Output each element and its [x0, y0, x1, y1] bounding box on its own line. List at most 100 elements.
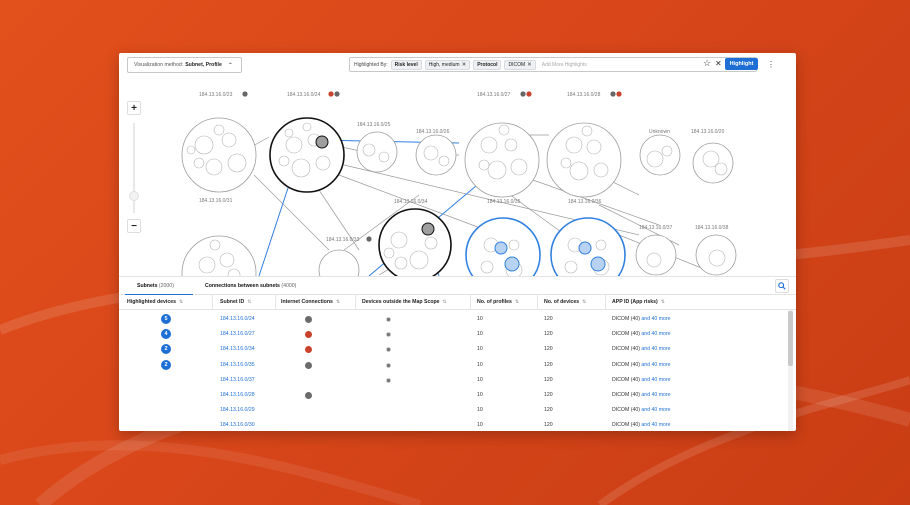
subnet-id-link[interactable]: 184.13.16.0/35 — [220, 361, 255, 368]
zoom-out-button[interactable]: − — [127, 219, 141, 233]
app-id-cell: DICOM (40) and 40 more — [612, 422, 671, 429]
subnet-node — [546, 122, 622, 198]
tab-subnets[interactable]: Subnets (2000) — [137, 283, 174, 289]
table-row[interactable]: 2 184.13.16.0/35 10 120 DICOM (40) and 40 mo… — [119, 358, 789, 373]
column-divider — [605, 295, 606, 310]
zoom-slider-handle[interactable] — [129, 191, 139, 201]
highlighted-count-badge: 2 — [161, 359, 171, 370]
profiles-count: 10 — [477, 331, 483, 338]
subnet-id-link[interactable]: 184.13.16.0/37 — [220, 376, 255, 383]
app-id-cell: DICOM (40) and 40 more — [612, 392, 671, 398]
table-row[interactable]: 5 184.13.16.0/24 10 120 DICOM (40) and 40 mo… — [119, 312, 789, 327]
column-divider — [470, 295, 471, 310]
bottom-tabs: Subnets (2000) Connections between subne… — [119, 276, 796, 296]
svg-text:184.13.16.0/24: 184.13.16.0/24 — [287, 92, 321, 98]
add-highlights-input[interactable]: Add More Highlights — [541, 61, 587, 68]
scrollbar-thumb[interactable] — [788, 311, 793, 366]
table-row[interactable]: 184.13.16.0/29 10 120 DICOM (40) and 40 mor… — [119, 403, 789, 418]
tab-connections[interactable]: Connections between subnets (4000) — [205, 283, 297, 289]
highlighted-count-badge: 2 — [161, 344, 171, 355]
more-apps-link[interactable]: and 40 more — [641, 392, 671, 398]
chip-high-medium[interactable]: High, medium ✕ — [424, 59, 471, 70]
profiles-count: 10 — [477, 346, 483, 353]
chip-remove-icon[interactable]: ✕ — [527, 61, 532, 68]
highlighted-count-badge: 4 — [161, 329, 171, 340]
chip-protocol[interactable]: Protocol — [473, 59, 502, 70]
star-icon[interactable]: ☆ — [703, 58, 712, 68]
more-apps-link[interactable]: and 40 more — [641, 422, 671, 429]
app-id-cell: DICOM (40) and 40 more — [612, 316, 671, 322]
outside-scope-icon — [385, 316, 392, 323]
header-app-id[interactable]: APP ID (App risks) ⇅ — [612, 299, 666, 305]
chip-remove-icon[interactable]: ✕ — [461, 61, 467, 68]
more-apps-link[interactable]: and 40 more — [641, 316, 671, 322]
header-devices-outside-scope[interactable]: Devices outside the Map Scope ⇅ — [362, 299, 447, 305]
profiles-count: 10 — [477, 376, 483, 383]
more-apps-link[interactable]: and 40 more — [641, 361, 671, 368]
subnet-id-link[interactable]: 184.13.16.0/30 — [220, 422, 255, 429]
network-map-window: Visualization method: Subnet, Profile ⌃ … — [119, 53, 796, 431]
highlight-button[interactable]: Highlight — [725, 58, 758, 70]
devices-count: 120 — [544, 422, 553, 429]
more-apps-link[interactable]: and 40 more — [641, 346, 671, 353]
svg-text:184.13.16.0/27: 184.13.16.0/27 — [477, 92, 511, 98]
chip-risk-level[interactable]: Risk level — [390, 59, 422, 70]
svg-text:184.13.16.0/36: 184.13.16.0/36 — [568, 199, 602, 205]
internet-connection-icon — [305, 392, 312, 399]
subnet-labels: 184.13.16.0/23 184.13.16.0/24 184.13.16.… — [199, 92, 729, 243]
highlighted-by-label: Highlighted By: — [354, 61, 388, 68]
svg-text:Unknown: Unknown — [649, 129, 670, 135]
app-id-cell: DICOM (40) and 40 more — [612, 376, 671, 383]
profiles-count: 10 — [477, 392, 483, 398]
zoom-track[interactable] — [133, 123, 135, 213]
highlight-filter-bar[interactable]: Highlighted By: Risk level High, medium ✕… — [349, 57, 757, 72]
clear-icon[interactable]: ✕ — [715, 59, 722, 68]
table-row[interactable]: 184.13.16.0/30 10 120 DICOM (40) and 40 mor… — [119, 418, 789, 431]
header-no-devices[interactable]: No. of devices ⇅ — [544, 299, 587, 305]
visualization-method-select[interactable]: Visualization method: Subnet, Profile ⌃ — [127, 57, 242, 73]
subnet-id-link[interactable]: 184.13.16.0/24 — [220, 316, 255, 322]
alert-icon — [526, 91, 532, 97]
viz-label: Visualization method: — [134, 62, 184, 68]
column-divider — [212, 295, 213, 310]
svg-text:184.13.16.0/37: 184.13.16.0/37 — [639, 225, 673, 231]
header-no-profiles[interactable]: No. of profiles ⇅ — [477, 299, 520, 305]
table-row[interactable]: 2 184.13.16.0/34 10 120 DICOM (40) and 40 mo… — [119, 342, 789, 357]
internet-connection-icon — [305, 361, 312, 369]
table-scrollbar[interactable] — [788, 310, 793, 431]
more-apps-link[interactable]: and 40 more — [641, 407, 671, 414]
search-icon — [778, 282, 786, 290]
svg-text:184.13.16.0/28: 184.13.16.0/28 — [567, 92, 601, 98]
internet-connection-icon — [242, 91, 248, 97]
subnet-id-link[interactable]: 184.13.16.0/28 — [220, 392, 255, 398]
app-id-cell: DICOM (40) and 40 more — [612, 407, 671, 414]
table-row[interactable]: 184.13.16.0/37 10 120 DICOM (40) and 40 mor… — [119, 373, 789, 388]
zoom-in-button[interactable]: + — [127, 101, 141, 115]
header-subnet-id[interactable]: Subnet ID ⇅ — [220, 299, 252, 305]
internet-alert-icon — [305, 331, 312, 339]
devices-count: 120 — [544, 376, 553, 383]
svg-text:184.13.16.0/35: 184.13.16.0/35 — [487, 199, 521, 205]
info-icon[interactable]: ⋮ — [767, 59, 775, 69]
chip-dicom[interactable]: DICOM ✕ — [504, 59, 536, 70]
subnet-id-link[interactable]: 184.13.16.0/29 — [220, 407, 255, 414]
profiles-count: 10 — [477, 316, 483, 322]
devices-count: 120 — [544, 331, 553, 338]
more-apps-link[interactable]: and 40 more — [641, 376, 671, 383]
table-row[interactable]: 184.13.16.0/28 10 120 DICOM (40) and 40 mor… — [119, 388, 789, 403]
internet-connection-icon — [520, 91, 526, 97]
subnet-id-link[interactable]: 184.13.16.0/34 — [220, 346, 255, 353]
devices-count: 120 — [544, 407, 553, 414]
header-highlighted-devices[interactable]: Highlighted devices ⇅ — [127, 299, 184, 305]
network-map[interactable]: 184.13.16.0/23 184.13.16.0/24 184.13.16.… — [119, 75, 796, 276]
table-search-button[interactable] — [775, 279, 789, 293]
table-row[interactable]: 4 184.13.16.0/27 10 120 DICOM (40) and 40 mo… — [119, 327, 789, 342]
devices-count: 120 — [544, 392, 553, 398]
internet-alert-icon — [305, 346, 312, 354]
outside-scope-icon — [385, 361, 392, 369]
subnet-node — [356, 131, 398, 173]
more-apps-link[interactable]: and 40 more — [641, 331, 671, 338]
subnet-id-link[interactable]: 184.13.16.0/27 — [220, 331, 255, 338]
svg-text:184.13.16.0/38: 184.13.16.0/38 — [695, 225, 729, 231]
header-internet-connections[interactable]: Internet Connections ⇅ — [281, 299, 341, 305]
